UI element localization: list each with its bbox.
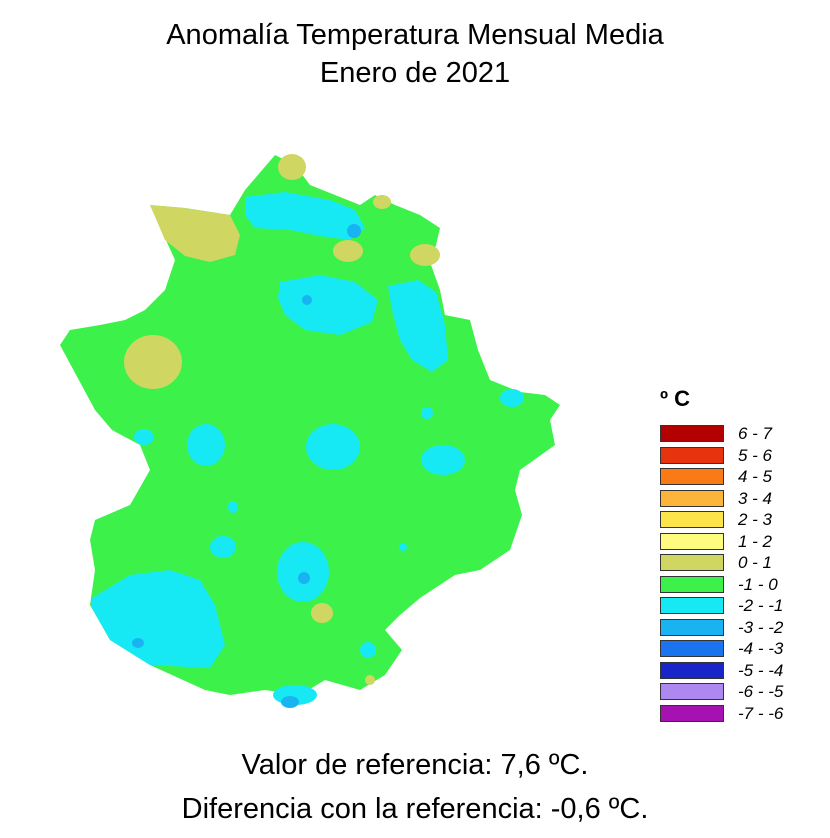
anomaly-area xyxy=(333,240,363,262)
legend-swatch xyxy=(660,511,724,528)
legend-label: 2 - 3 xyxy=(738,510,773,529)
map-title: Anomalía Temperatura Mensual Media xyxy=(166,19,664,51)
anomaly-area xyxy=(500,389,524,407)
anomaly-area xyxy=(124,335,182,389)
legend-item: 1 - 2 xyxy=(660,531,830,551)
legend-label: -3 - -2 xyxy=(738,617,784,637)
anomaly-area xyxy=(132,638,144,648)
anomaly-area xyxy=(187,424,225,466)
anomaly-area xyxy=(306,424,360,470)
anomaly-area xyxy=(92,570,225,668)
anomaly-area xyxy=(228,501,238,513)
legend-label: -1 - 0 xyxy=(738,574,778,594)
legend-label: -4 - -3 xyxy=(738,639,784,658)
legend-swatch xyxy=(660,618,724,636)
legend-item: -3 - -2 xyxy=(660,617,830,637)
class-minus2-minus1-areas xyxy=(92,192,524,705)
class-0-1-areas xyxy=(124,154,440,685)
legend-swatch xyxy=(660,554,724,571)
legend-item: -1 - 0 xyxy=(660,574,830,594)
legend-item: 6 - 7 xyxy=(660,424,830,443)
anomaly-area xyxy=(134,429,154,445)
anomaly-area xyxy=(302,295,312,305)
legend-unit-label: º C xyxy=(660,386,691,411)
legend-label: 6 - 7 xyxy=(738,424,773,443)
map-subtitle: Enero de 2021 xyxy=(319,57,511,89)
legend-label: 1 - 2 xyxy=(738,531,773,551)
legend-label: 5 - 6 xyxy=(738,445,773,465)
legend-item: 5 - 6 xyxy=(660,445,830,465)
legend-label: -7 - -6 xyxy=(738,703,784,723)
legend-item: -6 - -5 xyxy=(660,682,830,701)
anomaly-area xyxy=(373,195,391,209)
legend-swatch xyxy=(660,597,724,614)
legend-label: 3 - 4 xyxy=(738,488,773,508)
anomaly-area xyxy=(365,675,375,685)
reference-difference-text: Diferencia con la referencia: -0,6 ºC. xyxy=(181,793,649,825)
legend-item: -5 - -4 xyxy=(660,660,830,680)
anomaly-area xyxy=(421,445,465,475)
anomaly-area xyxy=(388,280,448,372)
legend-item: 3 - 4 xyxy=(660,488,830,508)
region-base-area xyxy=(60,155,560,695)
anomaly-area xyxy=(360,642,376,658)
legend-item: -2 - -1 xyxy=(660,596,830,615)
anomaly-area xyxy=(399,543,407,551)
legend-swatch xyxy=(660,425,724,442)
legend-item: -7 - -6 xyxy=(660,703,830,723)
legend-item: 0 - 1 xyxy=(660,553,830,572)
anomaly-area xyxy=(311,603,333,623)
anomaly-area xyxy=(347,224,361,238)
anomaly-area xyxy=(421,407,433,419)
legend-swatch xyxy=(660,575,724,593)
anomaly-area xyxy=(150,205,240,262)
legend-label: -5 - -4 xyxy=(738,660,784,680)
anomaly-area xyxy=(298,572,310,584)
anomaly-area xyxy=(410,244,440,266)
class-minus3-minus2-areas xyxy=(132,224,361,708)
anomaly-area xyxy=(278,154,306,180)
legend-label: -2 - -1 xyxy=(738,596,784,615)
legend-label: 0 - 1 xyxy=(738,553,773,572)
legend-swatch xyxy=(660,683,724,700)
anomaly-area xyxy=(281,696,299,708)
anomaly-area xyxy=(278,275,378,335)
anomaly-area xyxy=(210,536,236,558)
legend-item: 4 - 5 xyxy=(660,467,830,486)
reference-value-text: Valor de referencia: 7,6 ºC. xyxy=(241,749,589,781)
legend-swatch xyxy=(660,468,724,485)
anomaly-area xyxy=(245,192,365,240)
legend-item: -4 - -3 xyxy=(660,639,830,658)
legend-swatch xyxy=(660,661,724,679)
legend-swatch xyxy=(660,532,724,550)
legend-swatch xyxy=(660,446,724,464)
legend-label: -6 - -5 xyxy=(738,682,784,701)
anomaly-area xyxy=(277,542,329,602)
legend-swatch xyxy=(660,489,724,507)
legend-swatch xyxy=(660,704,724,722)
legend-label: 4 - 5 xyxy=(738,467,773,486)
legend-item: 2 - 3 xyxy=(660,510,830,529)
legend-swatch xyxy=(660,640,724,657)
